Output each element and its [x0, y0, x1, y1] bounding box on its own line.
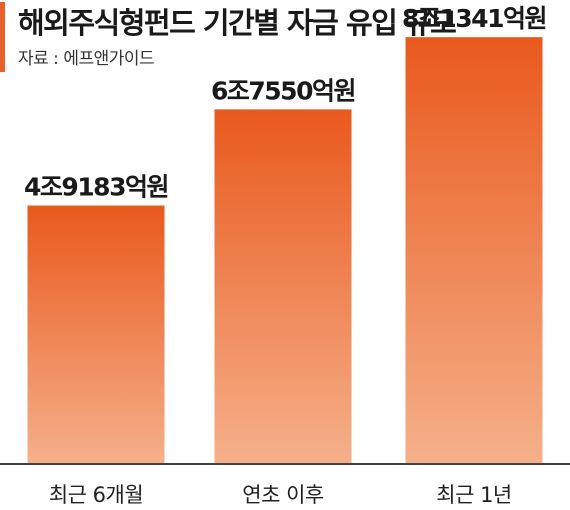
- bar-3: [405, 37, 543, 463]
- category-label-1: 최근 6개월: [49, 483, 143, 507]
- value-label-3: 8조1341억원: [402, 4, 546, 33]
- value-label-1: 4조9183억원: [24, 173, 168, 202]
- value-label-2: 6조7550억원: [211, 76, 355, 105]
- category-label-2: 연초 이후: [242, 483, 324, 507]
- title-accent-bar: [0, 2, 5, 72]
- source-note: 자료 : 에프앤가이드: [18, 49, 155, 69]
- chart-title: 해외주식형펀드 기간별 자금 유입 규모: [18, 6, 457, 40]
- category-label-3: 최근 1년: [436, 483, 512, 507]
- bar-2: [214, 109, 352, 463]
- bar-1: [27, 205, 165, 464]
